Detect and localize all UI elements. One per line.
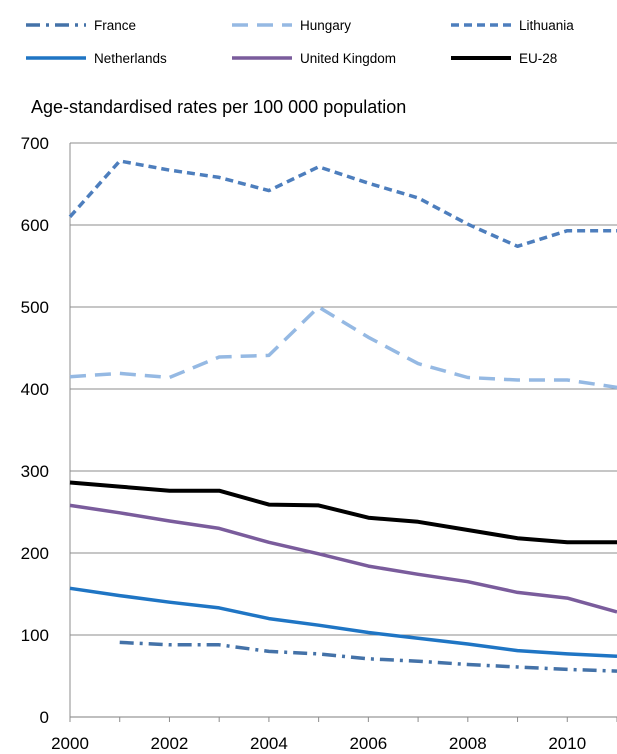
x-axis-ticks: 2000 2002 2004 2006 2008 2010 [51, 734, 586, 753]
series-line-france [119, 640, 617, 673]
legend-item-hungary: Hungary [232, 18, 351, 33]
legend-item-lithuania: Lithuania [451, 18, 574, 33]
legend-item-united-kingdom: United Kingdom [232, 51, 396, 66]
y-axis-ticks: 0 100 200 300 400 500 600 700 [21, 134, 49, 727]
series-line-lithuania [68, 159, 617, 249]
legend-label: Hungary [300, 18, 351, 33]
legend-item-france: France [26, 18, 136, 33]
series-line-hungary [69, 305, 617, 390]
legend: France Hungary Lithuania Netherlands United … [26, 18, 574, 66]
y-tick-label: 100 [21, 626, 49, 645]
legend-label: Netherlands [94, 51, 167, 66]
y-axis-label: Age-standardised rates per 100 000 popul… [31, 97, 406, 117]
y-tick-label: 700 [21, 134, 49, 153]
x-tick-label: 2008 [449, 734, 487, 753]
x-tick-label: 2000 [51, 734, 89, 753]
legend-label: United Kingdom [300, 51, 396, 66]
gridlines [69, 142, 617, 722]
x-tick-label: 2006 [349, 734, 387, 753]
y-tick-label: 0 [40, 708, 49, 727]
y-tick-label: 400 [21, 380, 49, 399]
y-tick-label: 600 [21, 216, 49, 235]
legend-item-netherlands: Netherlands [26, 51, 167, 66]
series-line-netherlands [69, 586, 617, 659]
x-tick-label: 2002 [151, 734, 189, 753]
legend-label: EU-28 [519, 51, 557, 66]
y-tick-label: 300 [21, 462, 49, 481]
legend-item-eu-28: EU-28 [451, 51, 557, 66]
legend-label: France [94, 18, 136, 33]
y-tick-label: 500 [21, 298, 49, 317]
x-tick-label: 2010 [548, 734, 586, 753]
series-line-eu-28 [69, 480, 617, 545]
x-tick-label: 2004 [250, 734, 288, 753]
legend-label: Lithuania [519, 18, 574, 33]
series-line-united-kingdom [69, 503, 617, 614]
y-tick-label: 200 [21, 544, 49, 563]
series-lines [68, 159, 617, 673]
